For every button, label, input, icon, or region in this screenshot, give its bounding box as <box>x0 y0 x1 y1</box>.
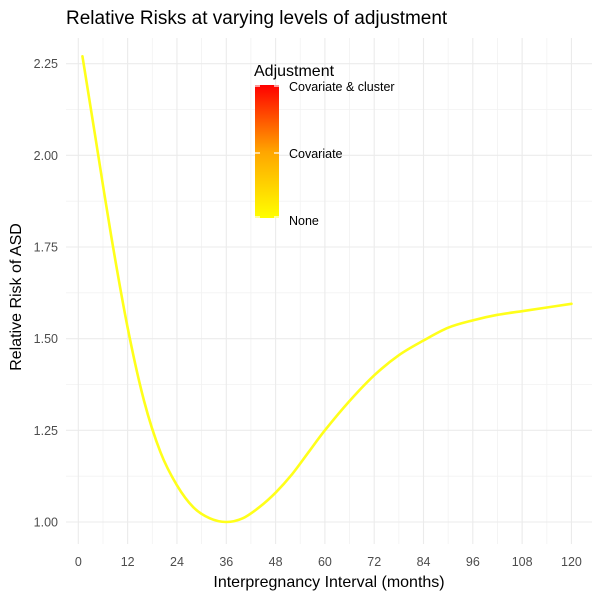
legend-colorbar <box>255 85 279 218</box>
y-tick-label: 1.25 <box>34 424 58 438</box>
x-tick-label: 108 <box>512 555 533 569</box>
legend-title: Adjustment <box>254 63 335 80</box>
x-axis-ticks: 0 12 24 36 48 60 72 84 96 108 120 <box>75 555 582 569</box>
y-tick-label: 1.50 <box>34 332 58 346</box>
x-tick-label: 12 <box>121 555 135 569</box>
legend-label-covariate: Covariate <box>289 147 343 161</box>
legend-label-none: None <box>289 214 319 228</box>
y-tick-label: 1.00 <box>34 516 58 530</box>
minor-gridlines <box>66 38 592 544</box>
x-tick-label: 72 <box>367 555 381 569</box>
major-gridlines <box>66 38 592 544</box>
x-tick-label: 60 <box>318 555 332 569</box>
x-tick-label: 0 <box>75 555 82 569</box>
legend-label-covariate-cluster: Covariate & cluster <box>289 80 395 94</box>
series-line <box>81 55 573 524</box>
x-tick-label: 120 <box>561 555 582 569</box>
y-axis-label: Relative Risk of ASD <box>8 223 25 371</box>
chart-title: Relative Risks at varying levels of adju… <box>66 8 448 29</box>
x-tick-label: 84 <box>417 555 431 569</box>
x-tick-label: 48 <box>269 555 283 569</box>
y-tick-label: 2.25 <box>34 57 58 71</box>
x-tick-label: 96 <box>466 555 480 569</box>
series-layer <box>81 55 573 524</box>
x-axis-label: Interpregnancy Interval (months) <box>213 574 444 591</box>
y-axis-ticks: 1.00 1.25 1.50 1.75 2.00 2.25 <box>34 57 58 529</box>
x-tick-label: 24 <box>170 555 184 569</box>
y-tick-label: 1.75 <box>34 241 58 255</box>
legend: Adjustment Covariate & cluster Covariate… <box>254 63 395 228</box>
y-tick-label: 2.00 <box>34 149 58 163</box>
x-tick-label: 36 <box>219 555 233 569</box>
